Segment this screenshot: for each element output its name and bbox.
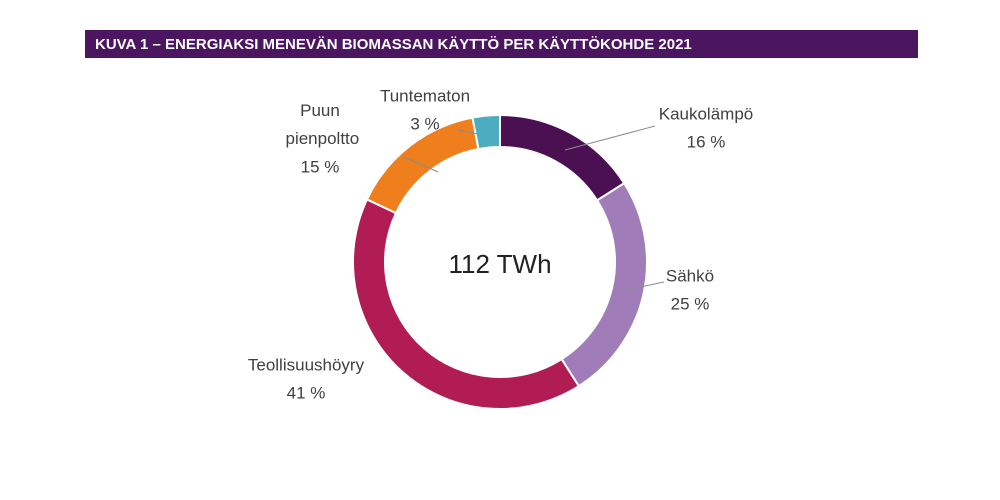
leader-line (564, 125, 656, 151)
category-label: Sähkö (666, 266, 714, 285)
leader-line (625, 281, 665, 291)
center-label: 112 TWh (448, 249, 551, 279)
value-label: 16 % (687, 132, 726, 151)
category-label: Puun pienpoltto (281, 101, 359, 148)
category-label: Teollisuushöyry (248, 355, 365, 374)
chart-title: KUVA 1 – ENERGIAKSI MENEVÄN BIOMASSAN KÄ… (95, 36, 692, 53)
value-label: 15 % (301, 157, 340, 176)
donut-slice (471, 113, 501, 151)
title-bar (85, 30, 918, 58)
value-label: 41 % (287, 383, 326, 402)
category-label: Tuntematon (380, 86, 470, 105)
category-label: Kaukolämpö (659, 104, 754, 123)
value-label: 25 % (671, 294, 710, 313)
leader-line (403, 156, 439, 173)
value-label: 3 % (410, 114, 439, 133)
leader-line (457, 129, 479, 135)
